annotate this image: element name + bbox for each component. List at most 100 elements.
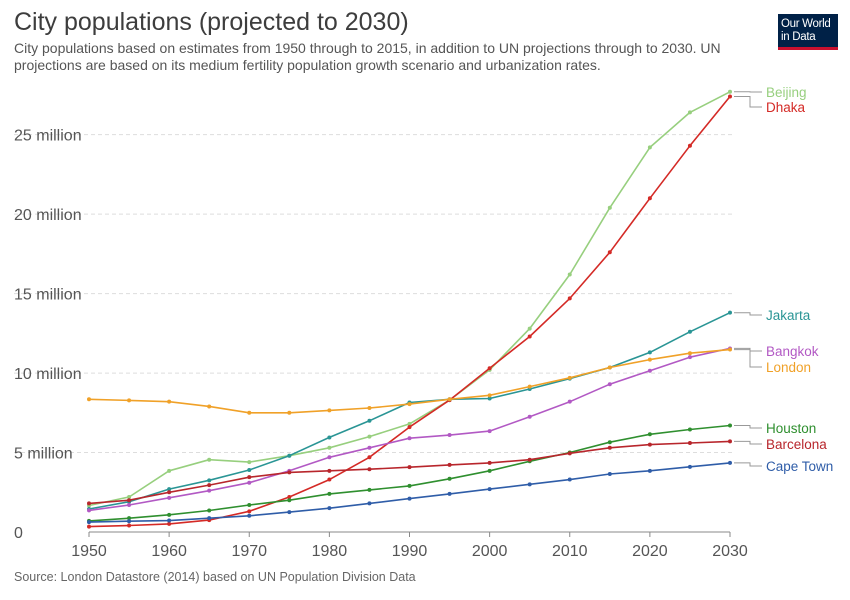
x-tick-label: 1960 xyxy=(151,543,187,560)
data-point-dhaka xyxy=(87,524,91,529)
data-point-dhaka xyxy=(647,196,652,201)
data-point-beijing xyxy=(367,434,372,439)
leader-line-houston xyxy=(734,425,762,429)
leader-line-london xyxy=(734,349,762,368)
data-point-jakarta xyxy=(687,329,692,334)
data-point-bangkok xyxy=(167,495,172,500)
data-point-barcelona xyxy=(127,498,132,503)
data-point-cape-town xyxy=(567,477,572,482)
x-tick-label: 2010 xyxy=(552,543,588,560)
logo-accent-bar xyxy=(778,47,838,50)
data-point-beijing xyxy=(527,326,532,331)
data-point-houston xyxy=(407,483,412,488)
data-point-beijing xyxy=(327,445,332,450)
data-point-cape-town xyxy=(367,501,372,506)
data-point-barcelona xyxy=(527,457,532,462)
leader-line-cape-town xyxy=(734,462,762,467)
data-point-bangkok xyxy=(367,445,372,450)
data-point-beijing xyxy=(127,495,132,500)
data-point-jakarta xyxy=(487,396,492,401)
y-tick-label: 20 million xyxy=(14,207,82,224)
data-point-bangkok xyxy=(127,502,132,507)
data-point-houston xyxy=(607,440,612,445)
data-point-bangkok xyxy=(607,382,612,387)
data-point-dhaka xyxy=(567,296,572,301)
data-point-jakarta xyxy=(167,487,172,492)
data-point-jakarta xyxy=(247,468,252,473)
data-point-london xyxy=(327,408,332,413)
x-tick-label: 1990 xyxy=(392,543,428,560)
legend-label-dhaka: Dhaka xyxy=(766,100,806,115)
data-point-dhaka xyxy=(487,366,492,371)
data-point-bangkok xyxy=(447,433,452,438)
legend-label-london: London xyxy=(766,360,811,375)
data-point-barcelona xyxy=(728,439,732,444)
data-point-barcelona xyxy=(487,460,492,465)
data-point-houston xyxy=(687,427,692,432)
data-point-barcelona xyxy=(287,470,292,475)
data-point-cape-town xyxy=(647,468,652,473)
data-point-beijing xyxy=(647,145,652,150)
data-point-barcelona xyxy=(607,445,612,450)
legend-label-jakarta: Jakarta xyxy=(766,308,811,323)
data-point-london xyxy=(287,410,292,415)
data-point-beijing xyxy=(607,205,612,210)
data-point-london xyxy=(687,351,692,356)
data-point-dhaka xyxy=(527,334,532,339)
y-tick-label: 0 xyxy=(14,525,23,542)
data-point-cape-town xyxy=(687,464,692,469)
data-point-barcelona xyxy=(567,451,572,456)
series-line-dhaka xyxy=(88,95,731,528)
data-point-houston xyxy=(447,476,452,481)
data-point-houston xyxy=(247,502,252,507)
data-point-cape-town xyxy=(87,520,91,525)
data-point-jakarta xyxy=(647,350,652,355)
data-point-bangkok xyxy=(87,508,91,513)
legend-label-beijing: Beijing xyxy=(766,85,807,100)
leader-line-jakarta xyxy=(734,312,762,316)
legend-label-cape-town: Cape Town xyxy=(766,459,833,474)
x-tick-label: 2000 xyxy=(472,543,508,560)
legend-label-barcelona: Barcelona xyxy=(766,437,827,452)
data-point-beijing xyxy=(687,110,692,115)
data-point-cape-town xyxy=(728,460,732,465)
data-point-dhaka xyxy=(728,94,732,99)
data-point-barcelona xyxy=(207,483,212,488)
data-point-bangkok xyxy=(327,455,332,460)
data-point-jakarta xyxy=(728,310,732,315)
y-tick-label: 15 million xyxy=(14,287,82,304)
data-point-houston xyxy=(287,498,292,503)
legend-label-houston: Houston xyxy=(766,421,816,436)
y-tick-label: 25 million xyxy=(14,128,82,145)
x-tick-label: 1980 xyxy=(312,543,348,560)
data-point-dhaka xyxy=(287,495,292,500)
data-point-dhaka xyxy=(407,425,412,430)
data-point-barcelona xyxy=(447,462,452,467)
data-point-london xyxy=(167,399,172,404)
x-tick-label: 2030 xyxy=(712,543,748,560)
y-tick-label: 10 million xyxy=(14,366,82,383)
data-point-london xyxy=(607,365,612,370)
data-point-barcelona xyxy=(167,490,172,495)
data-point-houston xyxy=(207,508,212,513)
data-point-london xyxy=(367,406,372,411)
data-point-london xyxy=(207,404,212,409)
data-point-bangkok xyxy=(247,480,252,485)
data-point-barcelona xyxy=(647,442,652,447)
data-point-bangkok xyxy=(527,414,532,419)
source-note: Source: London Datastore (2014) based on… xyxy=(14,570,416,584)
data-point-houston xyxy=(487,468,492,473)
data-point-jakarta xyxy=(367,418,372,423)
owid-logo[interactable]: Our World in Data xyxy=(778,14,838,50)
data-point-cape-town xyxy=(607,471,612,476)
x-tick-label: 1970 xyxy=(231,543,267,560)
data-point-cape-town xyxy=(287,510,292,515)
data-point-bangkok xyxy=(687,355,692,360)
data-point-houston xyxy=(327,491,332,496)
data-point-cape-town xyxy=(247,513,252,518)
data-point-dhaka xyxy=(167,521,172,526)
data-point-dhaka xyxy=(247,509,252,514)
data-point-houston xyxy=(167,512,172,517)
data-point-houston xyxy=(647,432,652,437)
